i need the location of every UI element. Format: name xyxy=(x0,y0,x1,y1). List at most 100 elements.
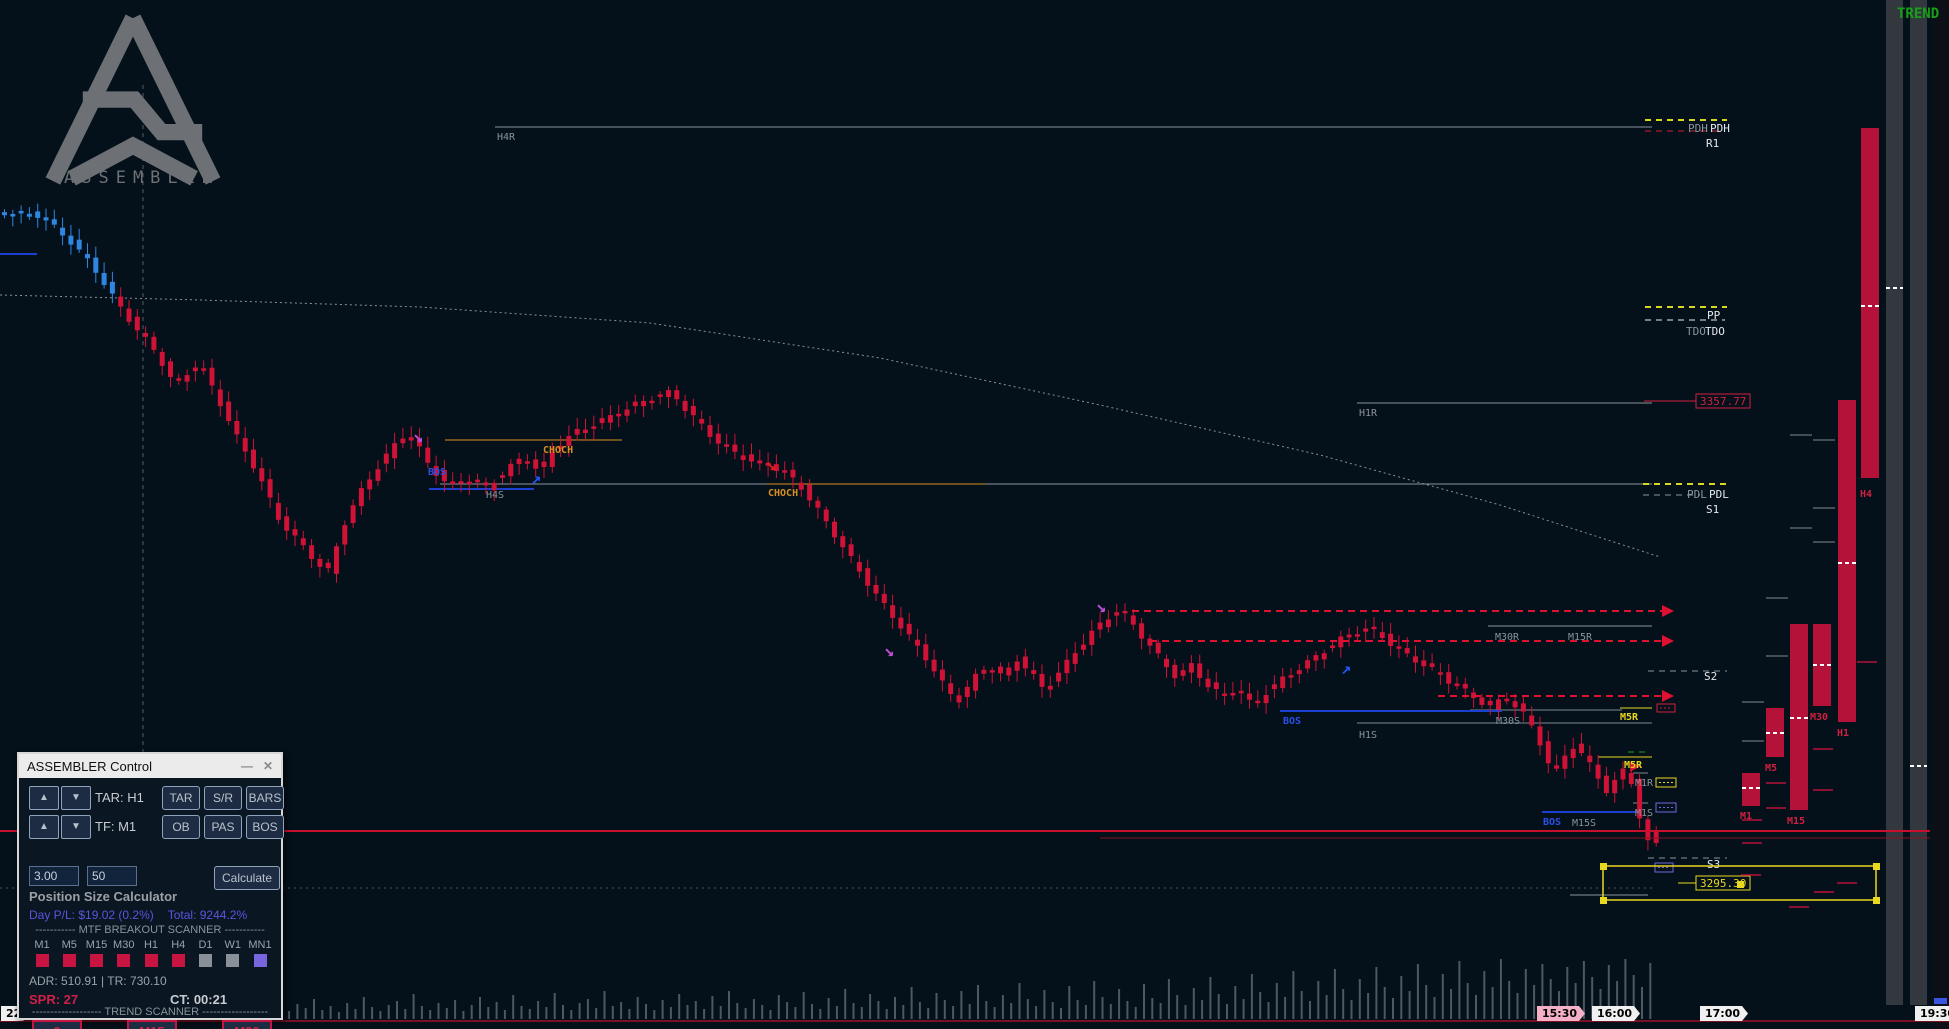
volume-bar xyxy=(943,1000,946,1019)
selection-handle[interactable] xyxy=(1737,881,1744,888)
volume-bar xyxy=(1118,989,1121,1019)
candle-body xyxy=(989,670,995,673)
candle-body xyxy=(284,516,290,531)
volume-bar xyxy=(993,1007,996,1019)
selection-handle[interactable] xyxy=(1873,897,1880,904)
panel-title-bar[interactable]: ASSEMBLER Control — ✕ xyxy=(19,754,281,778)
candle-body xyxy=(1628,772,1634,785)
tar-up-button[interactable]: ▲ xyxy=(29,786,59,810)
volume-bar xyxy=(894,997,896,1019)
close-icon[interactable]: ✕ xyxy=(262,759,273,773)
candle-body xyxy=(690,405,696,416)
candle-body xyxy=(948,683,954,694)
candle-body xyxy=(1089,630,1095,645)
candle-body xyxy=(981,669,987,674)
candle-body xyxy=(1388,633,1394,647)
panel-body: ▲ ▼ TAR: H1 ▲ ▼ TF: M1 TAR S/R BARS OB PAS B… xyxy=(19,778,284,1029)
volume-bar xyxy=(636,997,639,1019)
volume-bar xyxy=(1126,1001,1129,1019)
tf-up-button[interactable]: ▲ xyxy=(29,815,59,839)
candle-body xyxy=(1222,693,1228,696)
spread-readout: SPR: 27 xyxy=(29,992,79,1007)
candle-body xyxy=(798,482,804,490)
candle-body xyxy=(1114,612,1120,616)
candle-body xyxy=(939,669,945,681)
minimize-icon[interactable]: — xyxy=(240,759,253,773)
candle-body xyxy=(35,211,41,218)
candle-body xyxy=(2,212,7,216)
candle-body xyxy=(848,544,854,557)
volume-bar xyxy=(487,1007,490,1019)
volume-bar xyxy=(935,993,938,1019)
candle-body xyxy=(1346,634,1352,638)
candle-body xyxy=(300,538,306,546)
level-label: H1R xyxy=(1359,408,1378,419)
selection-handle[interactable] xyxy=(1600,897,1607,904)
trend-scanner-button-0[interactable]: 0 xyxy=(32,1020,82,1029)
volume-bar xyxy=(1176,995,1179,1019)
panel-button-pas[interactable]: PAS xyxy=(204,815,242,839)
trend-scanner-button-m15[interactable]: M15 xyxy=(127,1020,177,1029)
candle-body xyxy=(159,351,165,366)
candle-body xyxy=(10,213,16,217)
volume-bar xyxy=(321,1010,324,1019)
panel-button-tar[interactable]: TAR xyxy=(162,786,200,810)
candle-body xyxy=(251,449,256,469)
candle-body xyxy=(1338,636,1344,648)
lots-input[interactable] xyxy=(87,866,137,886)
level-label: H1S xyxy=(1359,730,1377,741)
tar-down-button[interactable]: ▼ xyxy=(61,786,91,810)
candle-body xyxy=(126,308,132,322)
candle-body xyxy=(143,332,149,337)
volume-bar xyxy=(470,1005,473,1019)
candle-body xyxy=(1022,656,1028,669)
volume-bar xyxy=(1649,963,1652,1019)
level-label: PP xyxy=(1707,309,1721,322)
assembler-logo-text: ASSEMBLER xyxy=(64,168,220,188)
tf-down-button[interactable]: ▼ xyxy=(61,815,91,839)
selection-handle[interactable] xyxy=(1873,863,1880,870)
risk-input[interactable] xyxy=(29,866,79,886)
volume-bar xyxy=(694,1001,697,1019)
panel-button-sr[interactable]: S/R xyxy=(204,786,242,810)
candle-body xyxy=(1462,683,1468,689)
volume-bar xyxy=(927,1008,930,1019)
breakout-square-d1 xyxy=(199,954,212,967)
candle-body xyxy=(840,536,846,548)
mtf-range-bar xyxy=(1742,773,1760,806)
volume-bar xyxy=(445,1008,448,1019)
panel-button-bars[interactable]: BARS xyxy=(246,786,284,810)
volume-bar xyxy=(1558,991,1560,1019)
volume-bar xyxy=(885,1009,888,1019)
volume-bar xyxy=(661,1000,664,1019)
candle-body xyxy=(881,593,887,604)
candle-body xyxy=(1247,693,1252,700)
candle-body xyxy=(1130,615,1136,625)
volume-bar xyxy=(462,1011,465,1019)
candle-body xyxy=(26,213,32,217)
selection-handle[interactable] xyxy=(1600,863,1607,870)
selected-rectangle-object[interactable] xyxy=(1602,865,1877,901)
level-label: PDH xyxy=(1710,122,1730,135)
trend-scanner-button-m30[interactable]: M30 xyxy=(222,1020,272,1029)
panel-button-ob[interactable]: OB xyxy=(162,815,200,839)
volume-bar xyxy=(1317,981,1320,1019)
candle-body xyxy=(1238,690,1244,694)
volume-bar xyxy=(628,1009,631,1019)
volume-bar xyxy=(1250,974,1253,1019)
range-band xyxy=(1886,0,1903,1005)
buy-signal-arrow-icon: ↗ xyxy=(531,469,541,489)
candle-body xyxy=(101,272,107,286)
tf-label-m15: M15 xyxy=(85,939,108,951)
panel-button-bos[interactable]: BOS xyxy=(246,815,284,839)
volume-bar xyxy=(1425,985,1428,1019)
sell-signal-arrow-icon: ↘ xyxy=(1096,597,1106,617)
volume-bar xyxy=(495,1002,498,1019)
tf-label-h1: H1 xyxy=(143,939,159,951)
volume-bar xyxy=(1192,988,1195,1019)
volume-bar xyxy=(678,994,681,1019)
calculate-button[interactable]: Calculate xyxy=(214,866,280,890)
volume-histogram xyxy=(230,959,1652,1019)
candle-body xyxy=(632,401,638,407)
